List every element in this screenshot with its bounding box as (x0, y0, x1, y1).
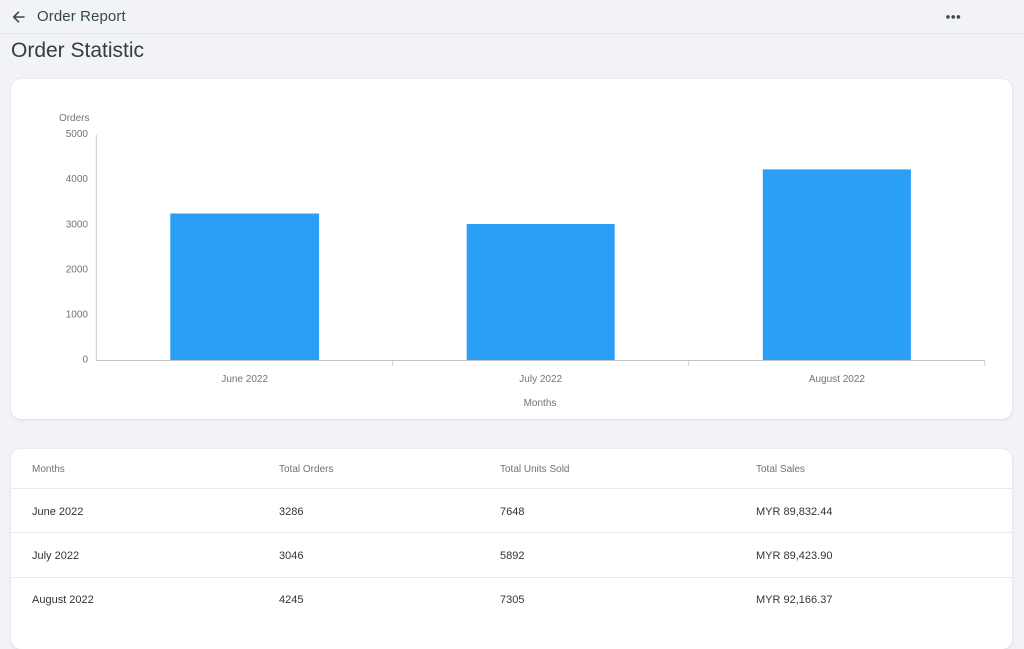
svg-text:3000: 3000 (66, 219, 89, 230)
svg-text:1000: 1000 (66, 310, 89, 321)
svg-text:0: 0 (82, 355, 88, 366)
svg-text:4000: 4000 (66, 174, 89, 185)
svg-text:June 2022: June 2022 (221, 374, 268, 385)
svg-text:2000: 2000 (66, 264, 89, 275)
svg-text:5000: 5000 (66, 129, 89, 140)
svg-text:Orders: Orders (59, 113, 90, 124)
svg-text:August 2022: August 2022 (809, 374, 866, 385)
svg-text:Months: Months (524, 398, 557, 409)
svg-text:July 2022: July 2022 (519, 374, 562, 385)
